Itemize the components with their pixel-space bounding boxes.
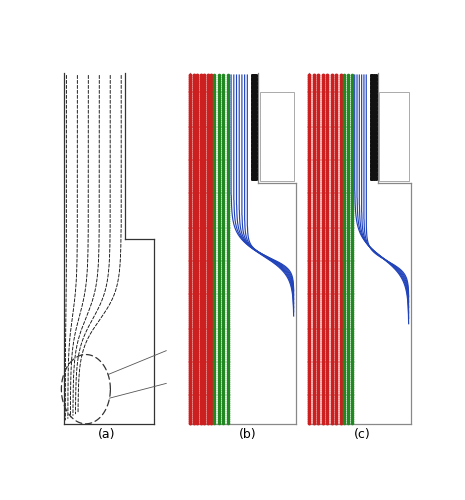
- Bar: [379, 92, 409, 180]
- Bar: [259, 92, 294, 180]
- Text: (b): (b): [239, 428, 256, 441]
- Text: (a): (a): [98, 428, 115, 441]
- Text: (c): (c): [354, 428, 371, 441]
